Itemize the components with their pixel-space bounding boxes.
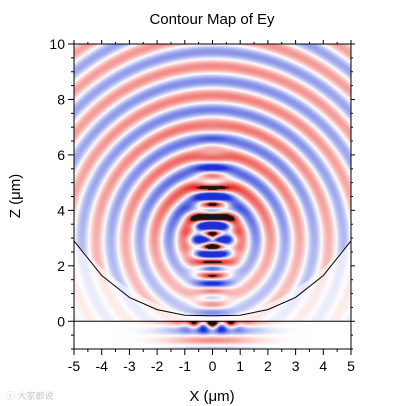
x-tick-label: 4 — [319, 358, 327, 374]
chart-title: Contour Map of Ey — [149, 11, 275, 28]
y-tick-labels: 0 2 4 6 8 10 — [49, 36, 65, 329]
x-tick-label: 2 — [264, 358, 272, 374]
y-tick-label: 0 — [57, 313, 65, 329]
y-tick-label: 2 — [57, 258, 65, 274]
x-tick-label: -3 — [123, 358, 136, 374]
lens-surface-curve — [74, 240, 351, 317]
x-tick-label: 3 — [292, 358, 300, 374]
x-axis-label: X (μm) — [189, 388, 234, 405]
x-tick-label: 0 — [209, 358, 217, 374]
overlay-lines — [74, 240, 351, 322]
x-tick-labels: -5 -4 -3 -2 -1 0 1 2 3 4 5 — [68, 358, 355, 374]
x-tick-label: 1 — [236, 358, 244, 374]
x-tick-label: -4 — [95, 358, 108, 374]
y-tick-label: 8 — [57, 91, 65, 107]
y-tick-label: 10 — [49, 36, 65, 52]
y-axis-label: Z (μm) — [7, 174, 24, 218]
ey-field-heatmap — [74, 44, 351, 349]
watermark: ⓒ 大家都说 — [6, 391, 54, 401]
y-tick-label: 6 — [57, 147, 65, 163]
x-tick-label: -1 — [179, 358, 192, 374]
x-tick-label: -5 — [68, 358, 81, 374]
y-tick-label: 4 — [57, 202, 65, 218]
x-tick-label: 5 — [347, 358, 355, 374]
x-tick-label: -2 — [151, 358, 164, 374]
axis-ticks — [68, 40, 355, 355]
